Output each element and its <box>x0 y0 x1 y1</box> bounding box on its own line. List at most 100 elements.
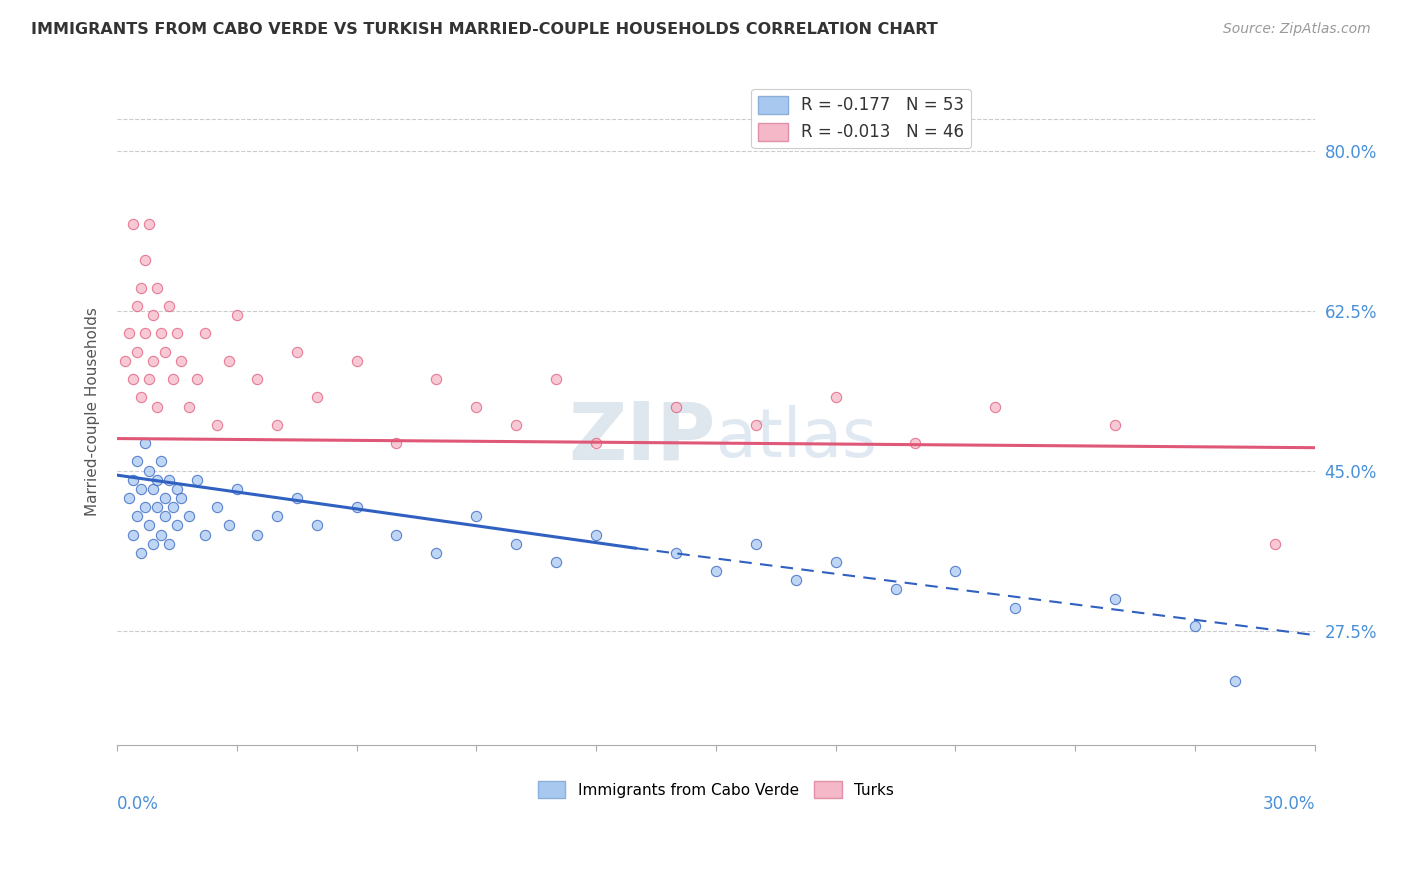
Point <box>129 281 152 295</box>
Text: ZIP: ZIP <box>568 399 716 477</box>
Point <box>945 564 967 578</box>
Point <box>305 518 328 533</box>
Point <box>1184 619 1206 633</box>
Point <box>824 555 846 569</box>
Point <box>285 491 308 505</box>
Text: 0.0%: 0.0% <box>117 795 159 814</box>
Point <box>385 436 408 450</box>
Point <box>170 491 193 505</box>
Point <box>134 253 156 268</box>
Point <box>425 546 447 560</box>
Point <box>177 509 200 524</box>
Point <box>157 299 180 313</box>
Point <box>984 400 1007 414</box>
Point <box>465 509 488 524</box>
Point <box>585 436 607 450</box>
Point <box>166 482 188 496</box>
Point <box>157 537 180 551</box>
Point <box>149 527 172 541</box>
Point <box>122 527 145 541</box>
Text: 30.0%: 30.0% <box>1263 795 1315 814</box>
Point <box>125 299 148 313</box>
Point <box>129 482 152 496</box>
Point <box>745 537 768 551</box>
Point <box>134 436 156 450</box>
Point <box>162 500 184 515</box>
Point <box>745 417 768 432</box>
Point <box>385 527 408 541</box>
Point <box>186 372 208 386</box>
Point <box>346 500 368 515</box>
Point <box>170 354 193 368</box>
Point <box>346 354 368 368</box>
Point <box>465 400 488 414</box>
Point <box>305 391 328 405</box>
Point <box>785 574 807 588</box>
Point <box>904 436 927 450</box>
Point <box>186 473 208 487</box>
Point <box>146 500 169 515</box>
Point <box>146 400 169 414</box>
Point <box>166 326 188 341</box>
Text: IMMIGRANTS FROM CABO VERDE VS TURKISH MARRIED-COUPLE HOUSEHOLDS CORRELATION CHAR: IMMIGRANTS FROM CABO VERDE VS TURKISH MA… <box>31 22 938 37</box>
Point <box>285 344 308 359</box>
Point <box>505 417 527 432</box>
Point <box>246 372 269 386</box>
Point <box>125 344 148 359</box>
Text: Source: ZipAtlas.com: Source: ZipAtlas.com <box>1223 22 1371 37</box>
Point <box>884 582 907 597</box>
Point <box>142 308 165 322</box>
Point <box>122 372 145 386</box>
Point <box>546 372 568 386</box>
Point <box>218 354 240 368</box>
Point <box>1104 591 1126 606</box>
Point <box>146 473 169 487</box>
Point <box>546 555 568 569</box>
Point <box>153 344 176 359</box>
Point <box>146 281 169 295</box>
Point <box>665 400 688 414</box>
Point <box>142 482 165 496</box>
Point <box>1104 417 1126 432</box>
Point <box>194 326 217 341</box>
Point <box>1223 673 1246 688</box>
Point <box>122 473 145 487</box>
Point <box>134 326 156 341</box>
Point <box>266 417 288 432</box>
Point <box>125 454 148 468</box>
Point <box>194 527 217 541</box>
Text: atlas: atlas <box>716 405 877 471</box>
Point <box>129 391 152 405</box>
Point <box>585 527 607 541</box>
Point <box>166 518 188 533</box>
Point <box>824 391 846 405</box>
Point <box>114 354 136 368</box>
Legend: Immigrants from Cabo Verde, Turks: Immigrants from Cabo Verde, Turks <box>531 775 900 804</box>
Point <box>138 372 160 386</box>
Point <box>665 546 688 560</box>
Point <box>125 509 148 524</box>
Point <box>505 537 527 551</box>
Point <box>266 509 288 524</box>
Point <box>1004 600 1026 615</box>
Point <box>177 400 200 414</box>
Point <box>122 217 145 231</box>
Point <box>118 326 141 341</box>
Point <box>129 546 152 560</box>
Point <box>162 372 184 386</box>
Point <box>205 417 228 432</box>
Point <box>225 482 247 496</box>
Point <box>1264 537 1286 551</box>
Point <box>138 518 160 533</box>
Point <box>704 564 727 578</box>
Y-axis label: Married-couple Households: Married-couple Households <box>86 307 100 516</box>
Point <box>149 326 172 341</box>
Point <box>205 500 228 515</box>
Point <box>425 372 447 386</box>
Point <box>153 491 176 505</box>
Point <box>149 454 172 468</box>
Point <box>218 518 240 533</box>
Point <box>142 537 165 551</box>
Point <box>153 509 176 524</box>
Point <box>118 491 141 505</box>
